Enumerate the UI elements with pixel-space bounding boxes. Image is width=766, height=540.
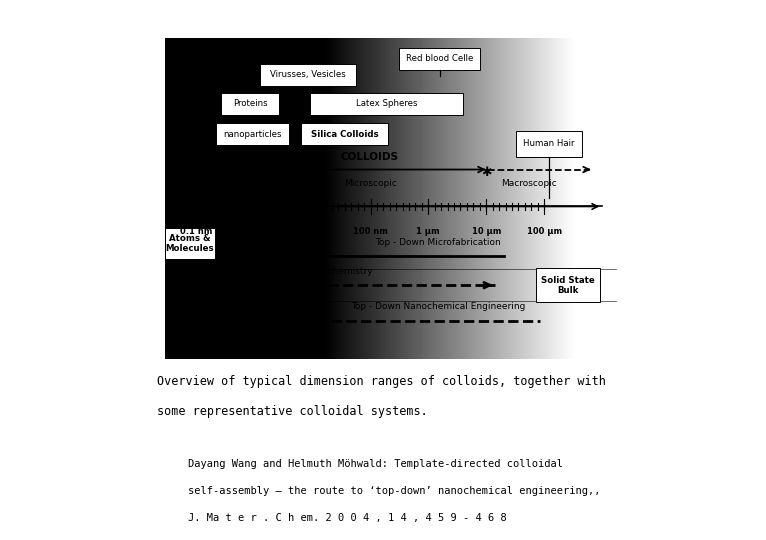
Text: some representative colloidal systems.: some representative colloidal systems.	[157, 405, 427, 418]
Text: 1 μm: 1 μm	[417, 227, 440, 237]
Text: J. Ma t e r . C h em. 2 0 0 4 , 1 4 , 4 5 9 - 4 6 8: J. Ma t e r . C h em. 2 0 0 4 , 1 4 , 4 …	[188, 513, 506, 523]
Text: Nanoscopic: Nanoscopic	[233, 179, 285, 188]
Text: 1 nm: 1 nm	[243, 227, 267, 237]
Text: 100 nm: 100 nm	[353, 227, 388, 237]
Text: Latex Spheres: Latex Spheres	[356, 99, 417, 108]
Text: 100 μm: 100 μm	[527, 227, 561, 237]
FancyBboxPatch shape	[165, 228, 214, 259]
Text: Proteins: Proteins	[233, 99, 267, 108]
Text: Top - Down Microfabrication: Top - Down Microfabrication	[375, 238, 501, 247]
FancyBboxPatch shape	[221, 92, 280, 115]
FancyBboxPatch shape	[516, 131, 581, 157]
Text: ✱: ✱	[481, 166, 492, 179]
FancyBboxPatch shape	[216, 123, 289, 145]
FancyBboxPatch shape	[310, 92, 463, 115]
Text: Solid State
Bulk: Solid State Bulk	[541, 275, 595, 295]
Text: Silica Colloids: Silica Colloids	[311, 130, 378, 139]
FancyBboxPatch shape	[302, 123, 388, 145]
FancyBboxPatch shape	[260, 64, 355, 86]
Text: 10 nm: 10 nm	[298, 227, 327, 237]
Text: 0.1 nm: 0.1 nm	[181, 227, 213, 237]
FancyBboxPatch shape	[399, 48, 480, 70]
Text: Atoms &
Molecules: Atoms & Molecules	[165, 234, 214, 253]
Text: Red blood Celle: Red blood Celle	[406, 54, 473, 63]
Text: Microscopic: Microscopic	[344, 179, 397, 188]
Text: Macroscopic: Macroscopic	[501, 179, 557, 188]
Text: Human Hair: Human Hair	[523, 139, 574, 148]
Text: nanoparticles: nanoparticles	[223, 130, 282, 139]
Text: 10 μm: 10 μm	[472, 227, 501, 237]
Text: COLLOIDS: COLLOIDS	[340, 152, 398, 161]
Text: Bottorn -Up Nanochemistry: Bottorn -Up Nanochemistry	[249, 267, 372, 275]
Text: Top - Down Nanochemical Engineering: Top - Down Nanochemical Engineering	[351, 302, 525, 311]
Text: Virusses, Vesicles: Virusses, Vesicles	[270, 70, 346, 79]
Text: Overview of typical dimension ranges of colloids, together with: Overview of typical dimension ranges of …	[157, 375, 606, 388]
Text: ✱: ✱	[247, 166, 257, 179]
Text: self-assembly – the route to ‘top-down’ nanochemical engineering,,: self-assembly – the route to ‘top-down’ …	[188, 486, 601, 496]
Text: Dayang Wang and Helmuth Möhwald: Template-directed colloidal: Dayang Wang and Helmuth Möhwald: Templat…	[188, 459, 563, 469]
FancyBboxPatch shape	[536, 268, 600, 302]
